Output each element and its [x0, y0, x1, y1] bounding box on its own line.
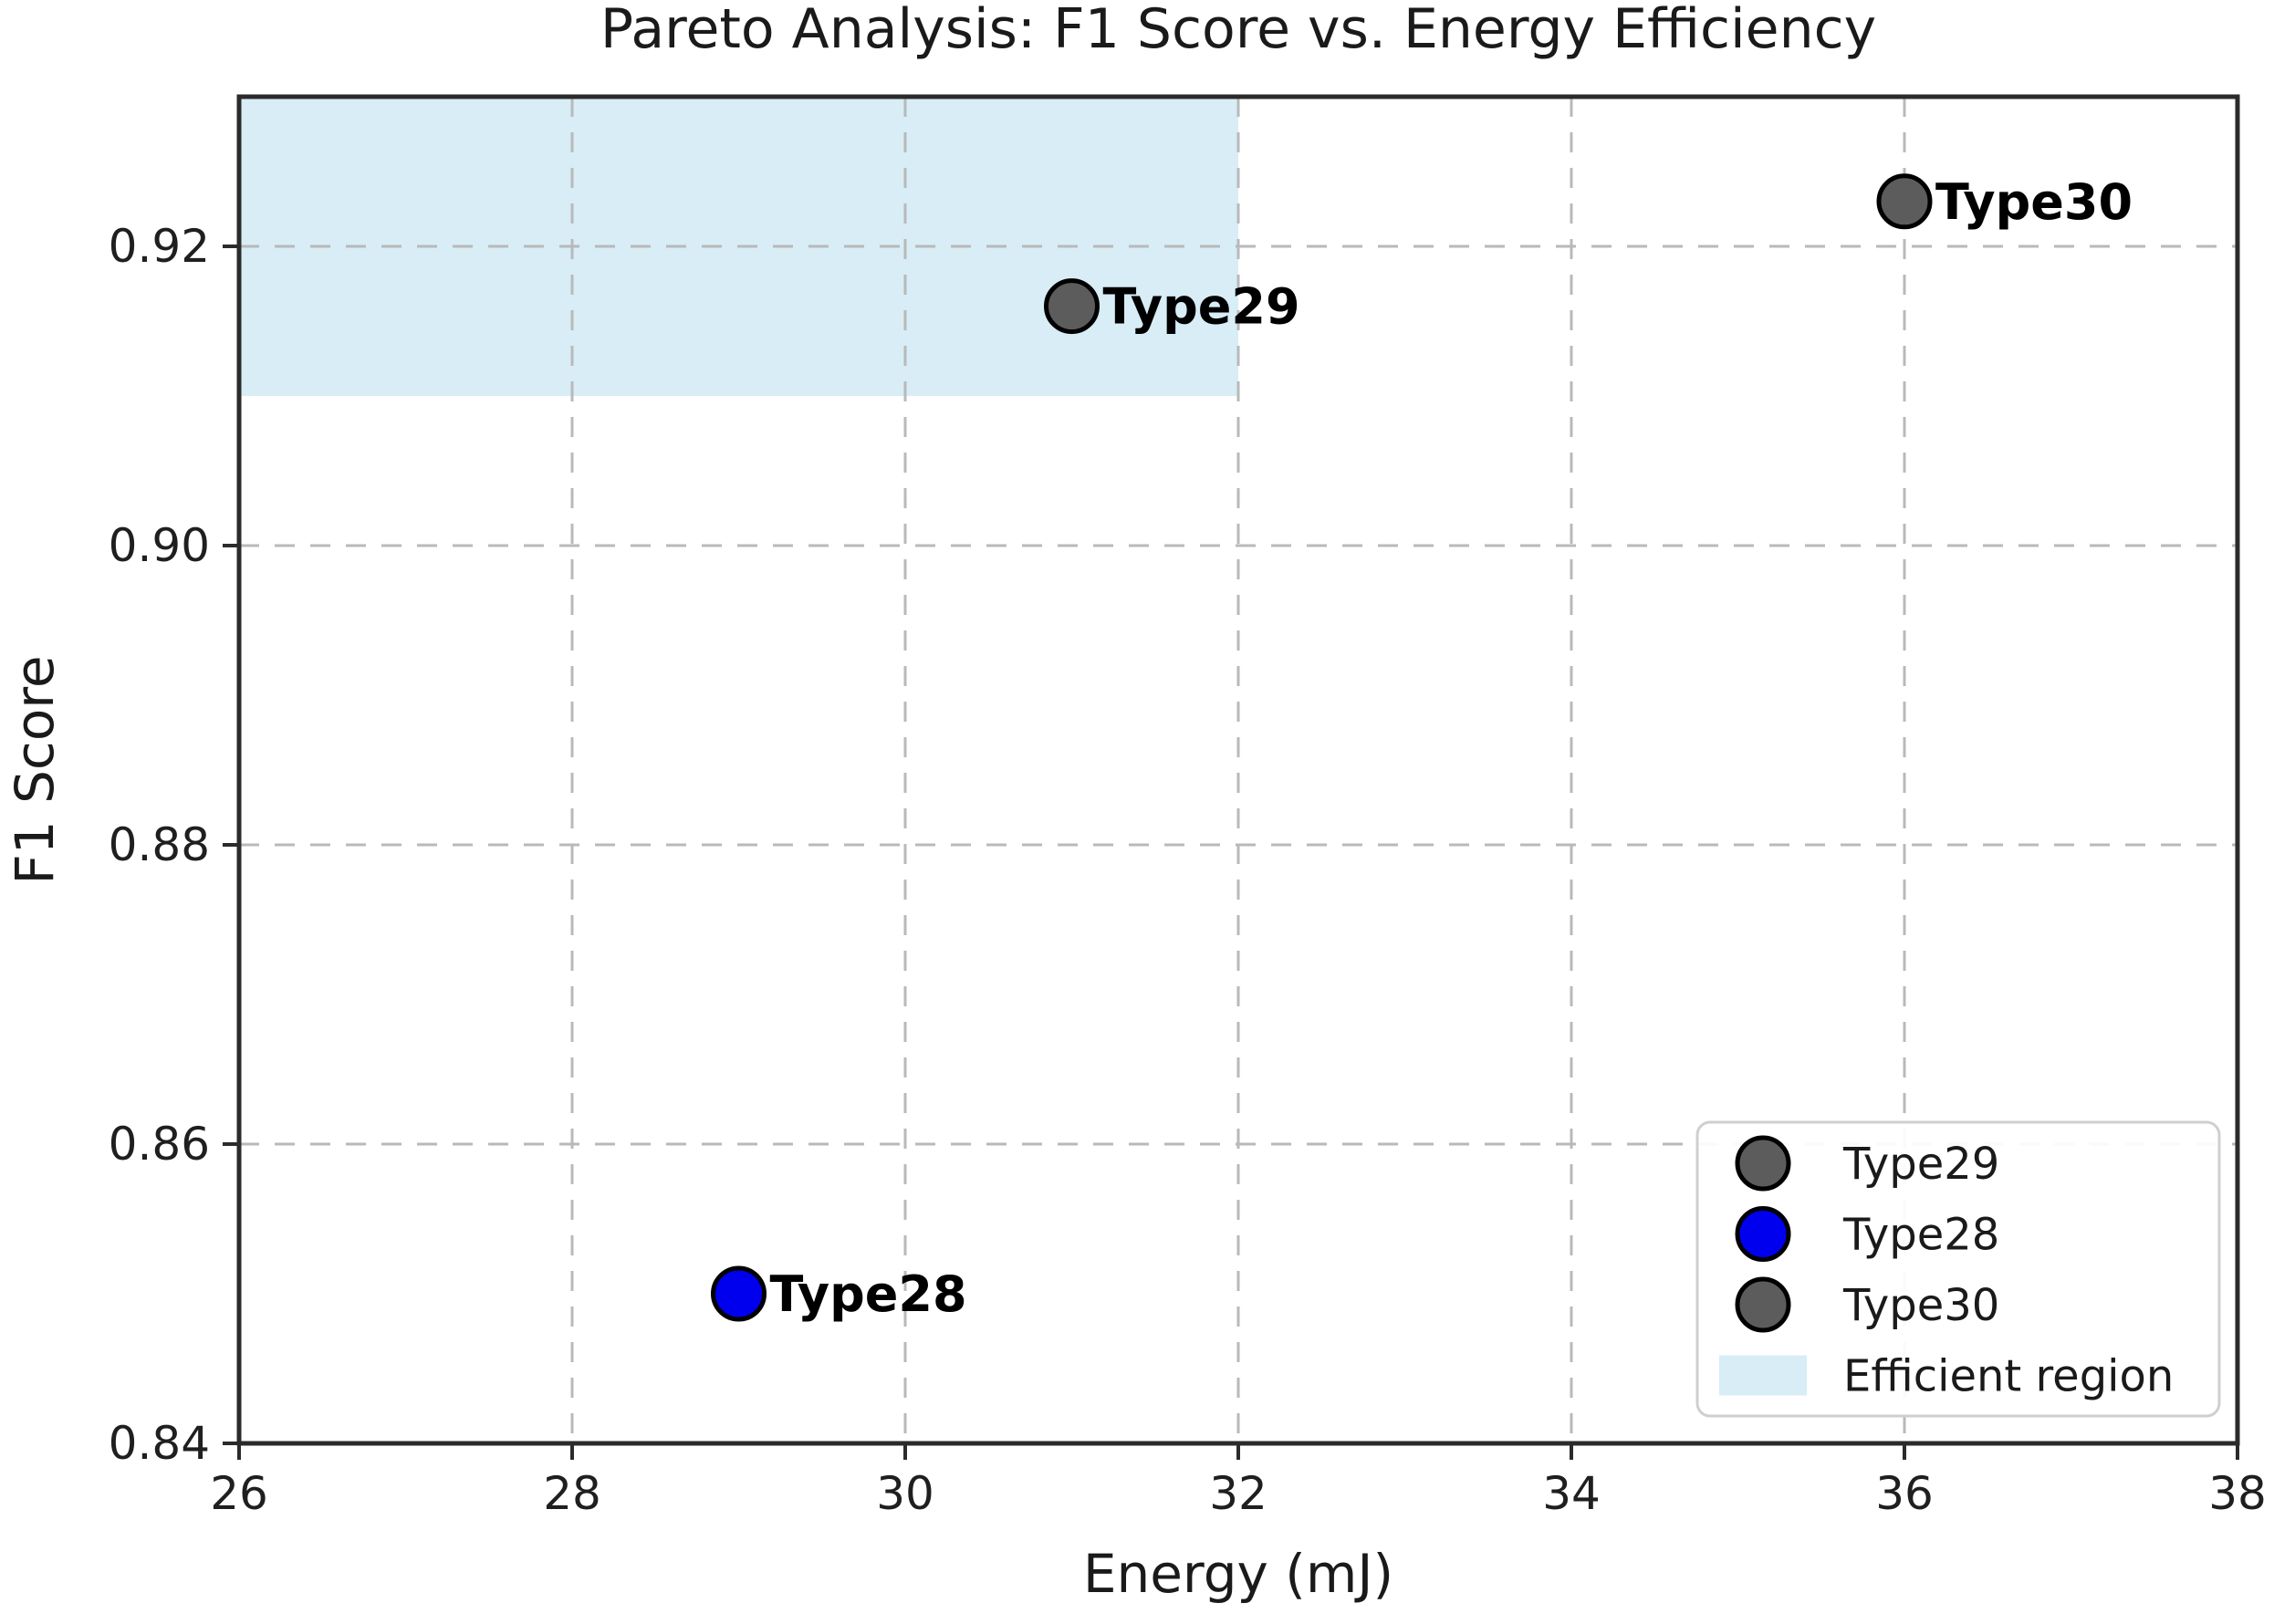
x-tick-label: 38	[2208, 1467, 2267, 1520]
chart-title: Pareto Analysis: F1 Score vs. Energy Eff…	[600, 0, 1876, 61]
data-point-type30	[1876, 173, 1933, 230]
plot-border	[236, 94, 2240, 1446]
legend-item-label: Type29	[1842, 1139, 1999, 1190]
x-tick-label: 32	[1209, 1467, 1267, 1520]
x-tick-label: 36	[1875, 1467, 1934, 1520]
y-tick-label: 0.90	[109, 519, 210, 572]
y-tick-label: 0.92	[109, 220, 210, 273]
y-tick-label: 0.88	[109, 818, 210, 871]
x-tick-label: 26	[210, 1467, 268, 1520]
plot-area-over: Type29 Type28 Type30 Efficient region	[236, 94, 2240, 1446]
legend-marker-circle	[1735, 1206, 1791, 1262]
data-point-type28	[711, 1265, 767, 1322]
y-tick-label: 0.86	[109, 1118, 210, 1171]
x-tick-label: 30	[876, 1467, 934, 1520]
data-point-type29	[1044, 278, 1100, 335]
legend-item-label: Type28	[1842, 1210, 1999, 1261]
point-label-type30: Type30	[1935, 173, 2133, 231]
x-axis-label: Energy (mJ)	[1083, 1543, 1393, 1605]
legend-box	[1695, 1120, 2221, 1418]
x-tick-label: 34	[1542, 1467, 1601, 1520]
legend-item-type29: Type29	[1735, 1135, 1999, 1192]
legend-item-label: Efficient region	[1843, 1351, 2174, 1402]
legend: Type29 Type28 Type30 Efficient region	[1695, 1120, 2221, 1418]
y-tick-label: 0.84	[109, 1417, 210, 1470]
legend-item-efficient-region: Efficient region	[1719, 1351, 2174, 1402]
point-label-type28: Type28	[770, 1265, 967, 1323]
legend-item-type30: Type30	[1735, 1276, 1999, 1333]
legend-item-label: Type30	[1842, 1280, 1999, 1331]
legend-marker-circle	[1735, 1276, 1791, 1333]
point-label-type29: Type29	[1103, 278, 1300, 336]
x-tick-label: 28	[543, 1467, 601, 1520]
plot-area-under: 26 28 30 32 34 36 38 0.84 0.86 0.88 0.90 0.92 Type29…	[109, 97, 2267, 1520]
legend-marker-circle	[1735, 1135, 1791, 1192]
legend-marker-patch	[1719, 1355, 1807, 1396]
y-axis-label: F1 Score	[4, 655, 66, 884]
legend-item-type28: Type28	[1735, 1206, 1999, 1262]
